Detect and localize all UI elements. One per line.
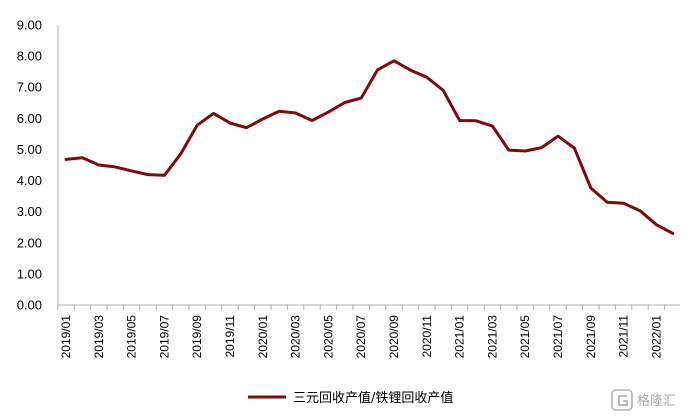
y-tick-label: 0.00 [17,298,42,313]
y-tick-labels: 0.00 1.00 2.00 3.00 4.00 5.00 6.00 7.00 8.00 9.00 [17,18,42,313]
x-tick-label: 2022/01 [649,315,663,359]
x-tick-marks [57,305,666,310]
y-tick-label: 5.00 [17,142,42,157]
x-tick-label: 2019/09 [190,315,204,359]
y-tick-label: 9.00 [17,18,42,33]
x-tick-label: 2019/03 [92,315,106,359]
series-line-0 [64,59,675,235]
x-tick-label: 2019/11 [223,315,237,358]
y-tick-label: 2.00 [17,235,42,250]
x-tick-label: 2021/01 [453,315,467,359]
y-tick-label: 4.00 [17,173,42,188]
x-tick-labels: 2019/01 2019/03 2019/05 2019/07 2019/09 2019/… [59,315,663,359]
x-tick-label: 2019/07 [157,315,171,359]
y-tick-label: 6.00 [17,111,42,126]
x-tick-label: 2019/01 [59,315,73,359]
x-tick-label: 2019/05 [125,315,139,359]
x-tick-label: 2020/05 [321,315,335,359]
y-tick-label: 7.00 [17,80,42,95]
x-tick-label: 2021/03 [485,315,499,359]
legend-label: 三元回收产值/铁锂回收产值 [293,390,453,406]
x-tick-label: 2020/09 [387,315,401,359]
y-tick-label: 3.00 [17,204,42,219]
x-tick-label: 2020/07 [354,315,368,359]
gelonghui-logo-icon [611,389,633,411]
x-tick-label: 2020/11 [420,315,434,358]
watermark: 格隆汇 [611,389,676,411]
x-tick-label: 2021/05 [518,315,532,359]
series-layer [64,59,675,235]
x-tick-label: 2020/01 [256,315,270,359]
x-tick-label: 2021/07 [551,315,565,359]
legend: 三元回收产值/铁锂回收产值 [248,390,453,406]
x-tick-label: 2021/11 [617,315,631,358]
x-tick-label: 2021/09 [584,315,598,359]
y-tick-label: 1.00 [17,266,42,281]
watermark-text: 格隆汇 [637,393,676,409]
x-tick-label: 2020/03 [289,315,303,359]
y-tick-label: 8.00 [17,49,42,64]
